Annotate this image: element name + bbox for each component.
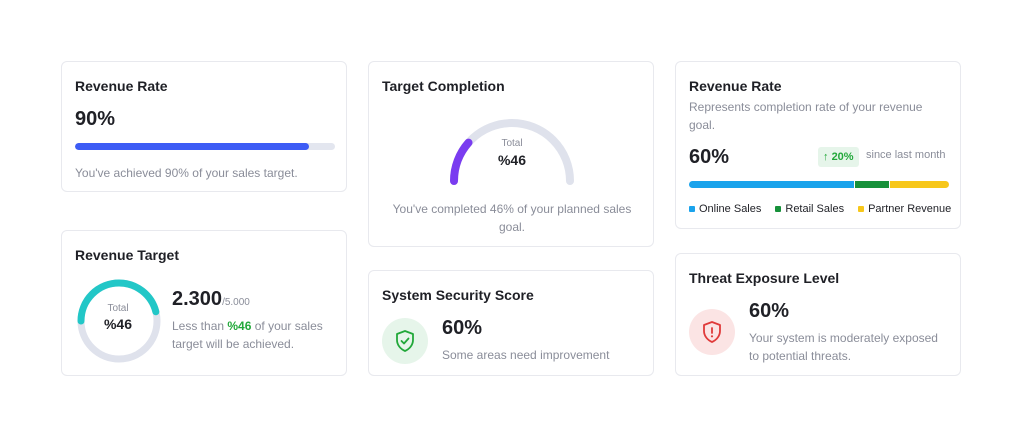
segment-legend: Online Sales Retail Sales Partner Revenue — [689, 203, 951, 215]
revenue-rate-value: 90% — [75, 108, 116, 130]
ring-progress — [77, 279, 161, 363]
legend-label: Online Sales — [699, 203, 762, 215]
target-amount-total: /5.000 — [222, 297, 250, 308]
gauge-value: %46 — [497, 152, 527, 168]
revenue-rate-note: You've achieved 90% of your sales target… — [75, 166, 298, 180]
completion-gauge — [450, 119, 574, 185]
revenue-target-card: Revenue Target Total %46 2.300/5.000 Les… — [61, 230, 347, 376]
legend-item: Online Sales — [689, 203, 761, 215]
ring-center-label: Total %46 — [74, 303, 162, 332]
revenue-segment-bar — [689, 181, 949, 188]
ring-caption: Total — [107, 303, 129, 314]
threat-note: Your system is moderately exposed to pot… — [749, 331, 938, 363]
card-title: Target Completion — [382, 78, 505, 94]
desc-suffix: of your sales target will be achieved. — [172, 319, 323, 351]
target-completion-card: Target Completion Total %46 You've compl… — [368, 61, 654, 247]
security-note: Some areas need improvement — [442, 348, 610, 362]
arrow-up-icon: ↑ — [823, 151, 829, 163]
threat-badge — [689, 309, 735, 355]
threat-value: 60% — [749, 300, 790, 322]
threat-exposure-card: Threat Exposure Level 60% Your system is… — [675, 253, 961, 376]
security-score-card: System Security Score 60% Some areas nee… — [368, 270, 654, 376]
card-title: Revenue Target — [75, 247, 179, 263]
card-description: Represents completion rate of your reven… — [689, 100, 923, 132]
revenue-progress-track — [75, 143, 335, 150]
revenue-rate-detail-card: Revenue Rate Represents completion rate … — [675, 61, 961, 229]
legend-swatch — [858, 206, 865, 212]
legend-swatch — [689, 206, 695, 212]
revenue-rate-detail-value: 60% — [689, 146, 730, 168]
change-badge: ↑ 20% — [818, 147, 859, 167]
completion-note: You've completed 46% of your planned sal… — [392, 202, 632, 234]
gauge-caption: Total — [501, 138, 523, 149]
card-title: Revenue Rate — [75, 78, 168, 94]
security-badge — [382, 318, 428, 364]
change-value: 20% — [831, 151, 854, 163]
segment-partner-revenue — [889, 181, 949, 188]
segment-retail-sales — [855, 181, 889, 188]
gauge-progress — [450, 119, 574, 185]
card-title: System Security Score — [382, 287, 534, 303]
card-title: Threat Exposure Level — [689, 270, 840, 286]
desc-prefix: Less than — [172, 319, 228, 333]
segment-online-sales — [689, 181, 855, 188]
legend-label: Partner Revenue — [868, 203, 952, 215]
shield-alert-icon — [703, 321, 721, 343]
desc-highlight: %46 — [227, 319, 252, 333]
legend-item: Retail Sales — [775, 203, 844, 215]
card-title: Revenue Rate — [689, 78, 782, 94]
legend-swatch — [775, 206, 782, 212]
legend-item: Partner Revenue — [858, 203, 951, 215]
change-note: since last month — [866, 149, 946, 161]
revenue-target-ring — [77, 279, 161, 363]
target-amount-current: 2.300 — [172, 288, 223, 310]
revenue-rate-card: Revenue Rate 90% You've achieved 90% of … — [61, 61, 347, 192]
security-score-value: 60% — [442, 317, 483, 339]
legend-label: Retail Sales — [785, 203, 845, 215]
target-description: Less than %46 of your sales target will … — [172, 317, 342, 353]
gauge-center-label: Total %46 — [462, 138, 562, 168]
target-amount: 2.300/5.000 — [172, 288, 250, 311]
revenue-progress-fill — [75, 143, 309, 150]
ring-value: %46 — [103, 316, 133, 332]
shield-check-icon — [396, 330, 414, 352]
